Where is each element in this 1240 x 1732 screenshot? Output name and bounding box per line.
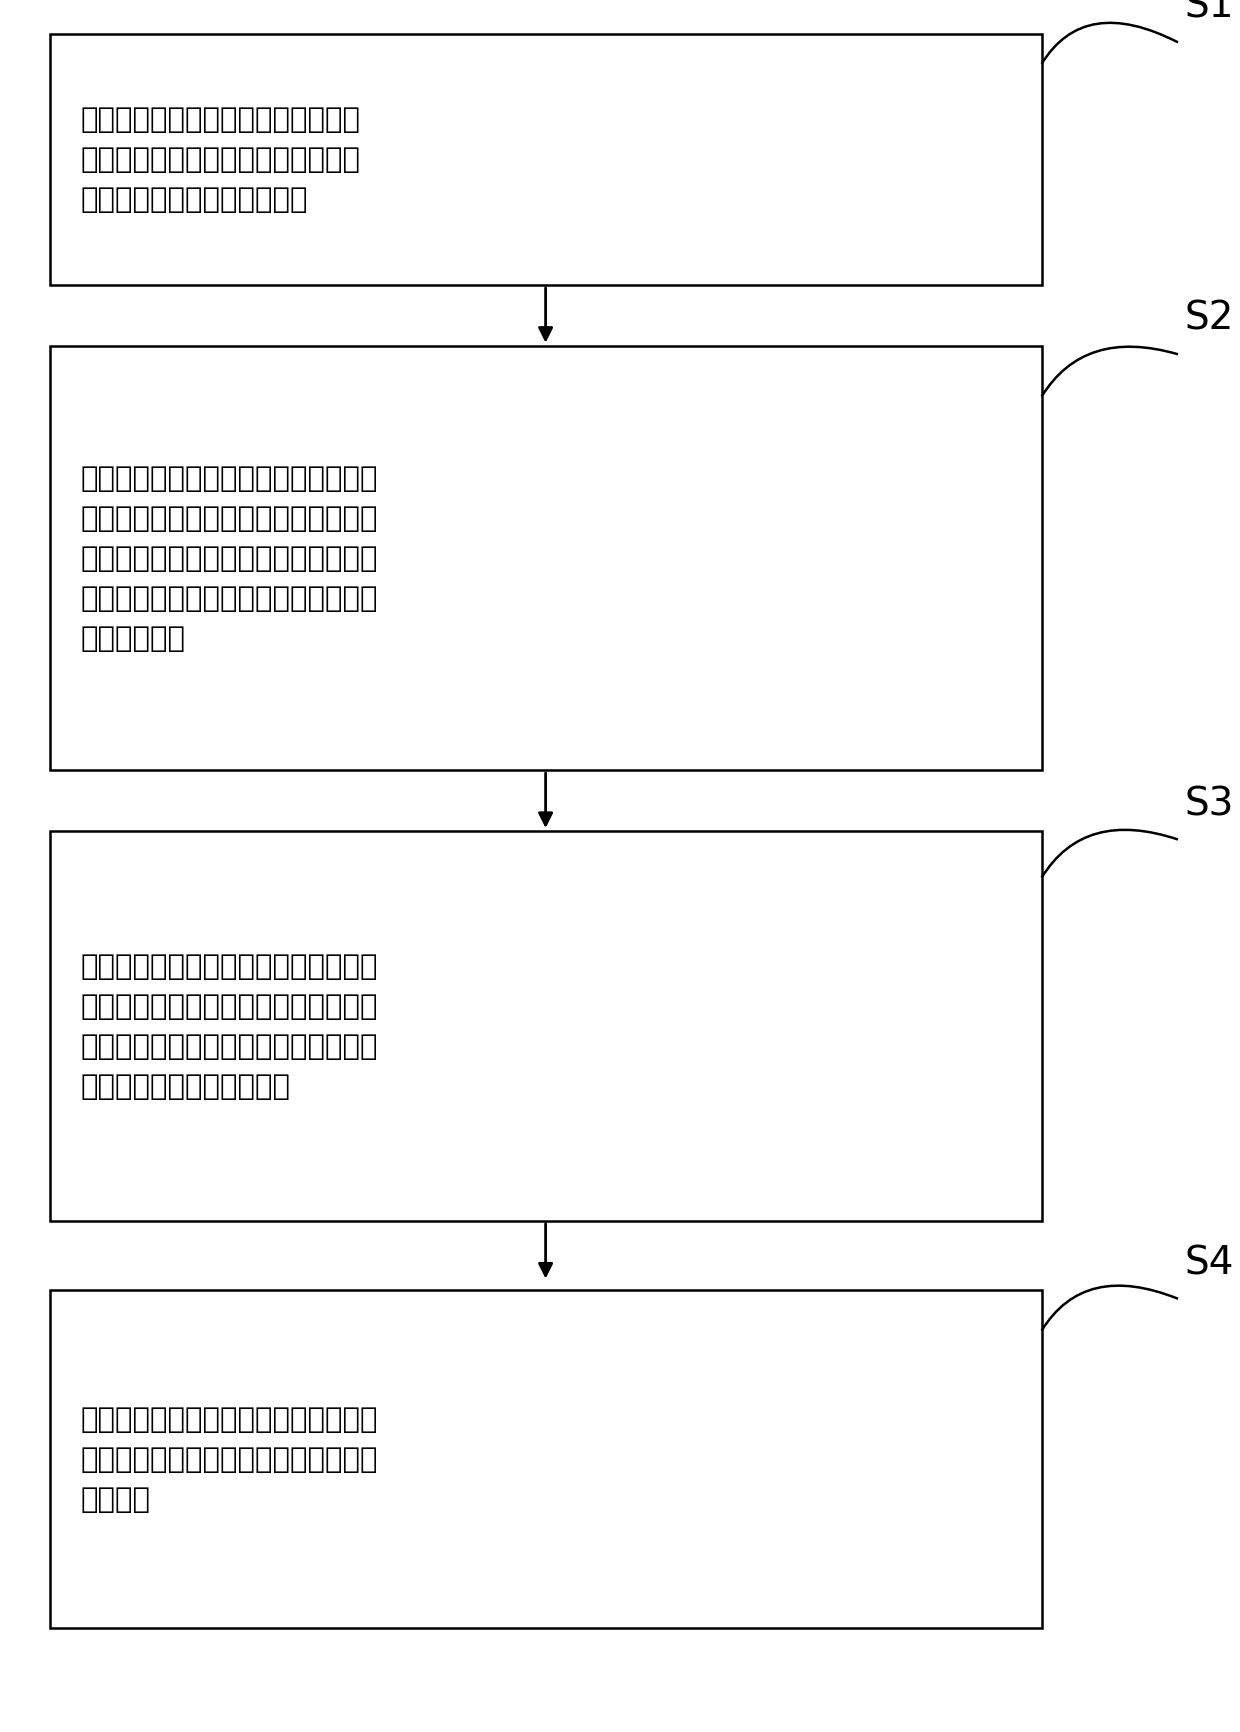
Text: 获取多个头部的核磁共振数据，每一
头部对应的每一所述核磁共振数据包
含有多张连续的头部断层图像: 获取多个头部的核磁共振数据，每一 头部对应的每一所述核磁共振数据包 含有多张连续… [81,106,361,215]
FancyBboxPatch shape [50,35,1042,286]
Text: S1: S1 [1184,0,1234,26]
Text: 设定一预设阈值，基于所述预设阈值对
每一头部断层图像进行像素值划分，以
保留超过所述预设阈值的多个像素点，
至少获得每一头部断层图像对应的多个
头部像素轮廓: 设定一预设阈值，基于所述预设阈值对 每一头部断层图像进行像素值划分，以 保留超过… [81,464,378,653]
Text: S4: S4 [1184,1244,1234,1282]
FancyBboxPatch shape [50,831,1042,1221]
Text: 基于所述多个头部点云轮廓，提取关键
点坐标信息，求其平均值，获得一三维
形变模型: 基于所述多个头部点云轮廓，提取关键 点坐标信息，求其平均值，获得一三维 形变模型 [81,1405,378,1514]
FancyBboxPatch shape [50,1290,1042,1628]
Text: S3: S3 [1184,785,1234,823]
Text: 基于每一所述头部断层图像的位置信息
及每一所述头部像素轮廓内的像素点在
所述头部断层图像的坐标，获得多个头
部对应的多个头部点云轮廓: 基于每一所述头部断层图像的位置信息 及每一所述头部像素轮廓内的像素点在 所述头部… [81,953,378,1100]
FancyBboxPatch shape [50,346,1042,771]
Text: S2: S2 [1184,300,1234,338]
